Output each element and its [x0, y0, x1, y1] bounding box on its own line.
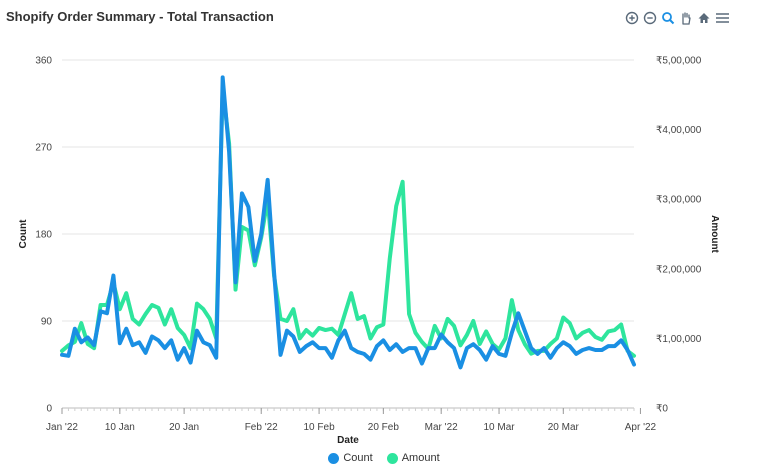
y-right-tick-label: ₹2,00,000 [656, 264, 702, 275]
x-tick-label: 20 Mar [548, 422, 580, 433]
y-axis-left-title: Count [18, 219, 29, 249]
legend-marker-amount [386, 452, 398, 464]
x-tick-label: 20 Jan [169, 422, 199, 433]
legend-label-count: Count [343, 452, 373, 464]
y-right-tick-label: ₹4,00,000 [656, 125, 702, 136]
legend-label-amount: Amount [401, 452, 440, 464]
y-right-tick-label: ₹0 [656, 404, 668, 415]
x-tick-label: Jan '22 [46, 422, 78, 433]
y-left-tick-label: 270 [35, 143, 52, 154]
zoom-in-icon[interactable] [624, 10, 640, 26]
x-tick-label: 10 Mar [483, 422, 515, 433]
x-tick-label: Apr '22 [625, 422, 657, 433]
y-axis-right-title: Amount [709, 215, 720, 253]
x-tick-label: 10 Feb [304, 422, 336, 433]
amount-series [60, 85, 636, 358]
legend-item-amount[interactable]: Amount [386, 452, 440, 464]
y-left-tick-label: 0 [46, 404, 52, 415]
series-line-amount [60, 85, 636, 358]
chart-axes: 0 90 180 270 360 ₹0 ₹1,00,000 ₹2,00,000 ₹3,00,00… [35, 56, 701, 434]
y-right-tick-label: ₹1,00,000 [656, 334, 702, 345]
y-left-tick-label: 90 [41, 317, 53, 328]
x-axis-title: Date [337, 435, 359, 446]
y-right-tick-label: ₹3,00,000 [656, 195, 702, 206]
series-line-count [60, 75, 636, 370]
x-tick-label: Mar '22 [425, 422, 458, 433]
chart-legend: Count Amount [0, 452, 768, 464]
zoom-selection-icon[interactable] [660, 10, 676, 26]
grid-lines [62, 59, 634, 322]
chart-plot[interactable]: 0 90 180 270 360 ₹0 ₹1,00,000 ₹2,00,000 ₹3,00,00… [0, 0, 768, 450]
chart-toolbar [624, 10, 730, 26]
legend-item-count[interactable]: Count [328, 452, 373, 464]
count-series [60, 75, 636, 370]
zoom-out-icon[interactable] [642, 10, 658, 26]
x-tick-label: 10 Jan [105, 422, 135, 433]
chart-title: Shopify Order Summary - Total Transactio… [6, 9, 274, 24]
y-left-tick-label: 180 [35, 230, 52, 241]
pan-hand-icon[interactable] [678, 10, 694, 26]
y-left-tick-label: 360 [35, 56, 52, 67]
menu-icon[interactable] [714, 10, 730, 26]
x-tick-label: 20 Feb [368, 422, 400, 433]
y-right-tick-label: ₹5,00,000 [656, 56, 702, 67]
legend-marker-count [328, 452, 340, 464]
home-reset-icon[interactable] [696, 10, 712, 26]
x-tick-label: Feb '22 [245, 422, 278, 433]
